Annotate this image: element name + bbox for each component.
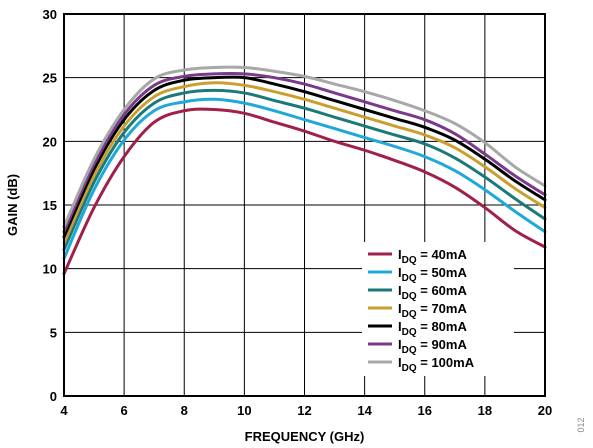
x-tick-label: 10 <box>237 403 251 418</box>
x-tick-label: 14 <box>357 403 372 418</box>
y-tick-label: 15 <box>43 198 57 213</box>
legend-label-value: = 100mA <box>417 355 475 370</box>
x-tick-label: 8 <box>181 403 188 418</box>
legend-label: IDQ = 50mA <box>398 265 467 284</box>
legend-label-value: = 40mA <box>417 247 468 262</box>
legend-label: IDQ = 60mA <box>398 283 467 302</box>
series-line <box>62 75 547 239</box>
series-line <box>62 97 547 260</box>
figure-id: 012 <box>576 417 586 432</box>
legend-label-subscript: DQ <box>402 309 417 320</box>
x-tick-label: 6 <box>121 403 128 418</box>
x-tick-label: 16 <box>418 403 432 418</box>
x-tick-labels: 4 6 8 10 12 14 16 18 20 <box>60 403 552 418</box>
y-axis-title: GAIN (dB) <box>5 174 20 236</box>
series-line <box>62 88 547 252</box>
series-line <box>62 81 547 245</box>
legend-label-main: I <box>398 319 402 334</box>
y-tick-label: 20 <box>43 134 57 149</box>
legend-label-value: = 90mA <box>417 337 468 352</box>
legend-label: IDQ = 90mA <box>398 337 467 356</box>
legend-label-subscript: DQ <box>402 363 417 374</box>
legend-label-main: I <box>398 247 402 262</box>
y-tick-label: 25 <box>43 71 57 86</box>
legend-label-value: = 80mA <box>417 319 468 334</box>
x-tick-label: 4 <box>60 403 68 418</box>
x-tick-label: 18 <box>478 403 492 418</box>
legend-label-main: I <box>398 355 402 370</box>
plot-frame <box>63 13 546 397</box>
y-tick-label: 30 <box>43 7 57 22</box>
legend-label-subscript: DQ <box>402 291 417 302</box>
series-line <box>62 65 547 229</box>
legend-label-main: I <box>398 337 402 352</box>
y-tick-labels: 0 5 10 15 20 25 30 <box>43 7 57 404</box>
legend-label: IDQ = 70mA <box>398 301 467 320</box>
x-tick-label: 12 <box>297 403 311 418</box>
series-line <box>62 107 547 276</box>
legend-label: IDQ = 80mA <box>398 319 467 338</box>
legend-label: IDQ = 40mA <box>398 247 467 266</box>
y-tick-label: 5 <box>50 325 57 340</box>
legend-label-value: = 60mA <box>417 283 468 298</box>
legend-label-subscript: DQ <box>402 255 417 266</box>
y-tick-label: 0 <box>50 389 57 404</box>
series-line <box>62 71 547 234</box>
series-lines <box>62 65 547 276</box>
legend-label-subscript: DQ <box>402 327 417 338</box>
x-tick-label: 20 <box>538 403 552 418</box>
legend-label-main: I <box>398 283 402 298</box>
legend-label-value: = 50mA <box>417 265 468 280</box>
legend-label-value: = 70mA <box>417 301 468 316</box>
legend-label-subscript: DQ <box>402 273 417 284</box>
legend-label-main: I <box>398 265 402 280</box>
y-tick-label: 10 <box>43 262 57 277</box>
x-axis-title: FREQUENCY (GHz) <box>245 429 365 444</box>
legend-label-main: I <box>398 301 402 316</box>
legend-label: IDQ = 100mA <box>398 355 475 374</box>
legend-label-subscript: DQ <box>402 345 417 356</box>
